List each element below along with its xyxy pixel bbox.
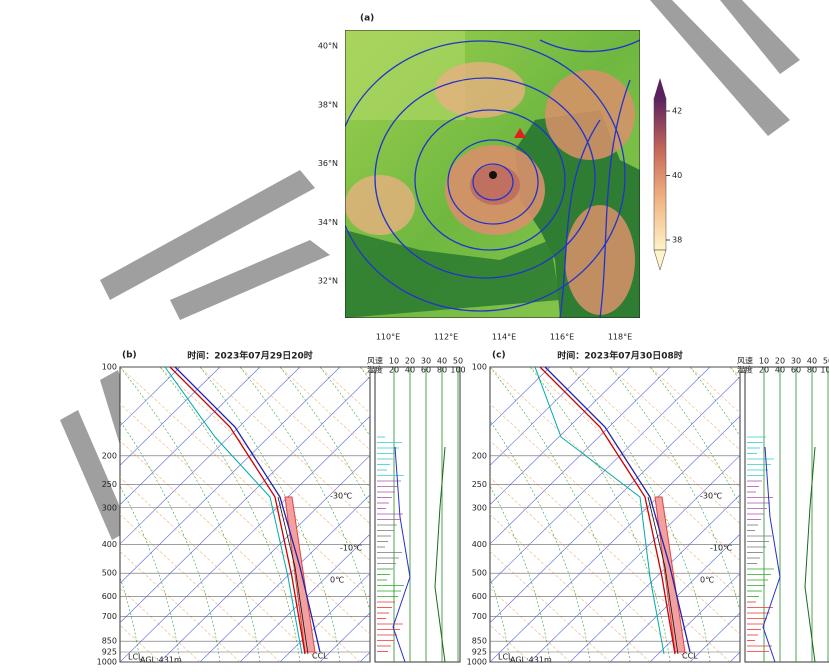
colorbar [654,78,666,270]
pressure-label: 600 [472,592,487,601]
figure: (a) 40°N 38°N 36°N 34°N 32°N 110°E 112°E 114°E 11… [0,0,829,668]
wind-tick-label: 40 [807,357,817,366]
wind-tick-label: 10 [389,357,399,366]
lon-label: 112°E [434,333,458,342]
pressure-label: 850 [102,637,117,646]
lat-label: 40°N [318,42,338,51]
humidity-tick-label: 20 [389,366,399,375]
isotherm-label: 0℃ [330,576,344,585]
colorbar-label: 40 [672,171,682,180]
lat-label: 32°N [318,277,338,286]
pressure-label: 1000 [467,658,487,667]
pressure-label: 700 [102,612,117,621]
pressure-label: 700 [472,612,487,621]
humidity-axis-title: 湿度 [737,365,753,375]
pressure-label: 200 [102,451,117,460]
wind-axis-title: 风速 [737,357,753,366]
humidity-tick-label: 60 [421,366,431,375]
humidity-tick-label: 20 [759,366,769,375]
pressure-label: 500 [102,569,117,578]
wind-tick-label: 20 [775,357,785,366]
pressure-label: 100 [102,363,117,372]
humidity-tick-label: 100 [450,366,465,375]
isotherm-label: -30℃ [330,492,352,501]
lat-label: 36°N [318,159,338,168]
colorbar-label: 38 [672,236,682,245]
panel-label: (b) [122,351,137,361]
wind-tick-label: 30 [421,357,431,366]
pressure-label: 400 [472,540,487,549]
pressure-label: 1000 [97,658,117,667]
ccl-label: CCL [682,652,698,661]
isotherm-label: -10℃ [710,544,732,553]
profile-frame [745,367,829,662]
humidity-tick-label: 60 [791,366,801,375]
profile-panel: 风速湿度102030405020406080100 [737,357,829,663]
pressure-label: 600 [102,592,117,601]
colorbar-label: 42 [672,107,682,116]
pressure-label: 100 [472,363,487,372]
panel-label: (a) [360,14,374,24]
lat-label: 34°N [318,218,338,227]
profile-frame [375,367,460,662]
moist-adiabat [0,367,20,662]
moist-adiabat [0,367,60,662]
panel-label: (c) [492,351,506,361]
humidity-tick-label: 40 [775,366,785,375]
lon-label: 116°E [550,333,574,342]
ccl-label: CCL [312,652,328,661]
isotherm-label: -30℃ [700,492,722,501]
humidity-tick-label: 80 [807,366,817,375]
pressure-label: 250 [102,480,117,489]
isotherm-label: -10℃ [340,544,362,553]
agl-label: AGL:431m [510,656,552,665]
pressure-label: 300 [102,503,117,512]
lat-label: 38°N [318,100,338,109]
wind-tick-label: 30 [791,357,801,366]
dry-adiabat [0,367,80,662]
humidity-axis-title: 湿度 [367,365,383,375]
wind-axis-title: 风速 [367,357,383,366]
wind-tick-label: 50 [453,357,463,366]
lon-label: 118°E [608,333,632,342]
isotherm-label: 0℃ [700,576,714,585]
lon-label: 110°E [376,333,400,342]
pressure-label: 850 [472,637,487,646]
wind-tick-label: 10 [759,357,769,366]
pressure-label: 200 [472,451,487,460]
agl-label: AGL:431m [140,656,182,665]
pressure-label: 925 [472,648,487,657]
lon-label: 114°E [492,333,516,342]
pressure-label: 400 [102,540,117,549]
panel-title: 时间：2023年07月30日08时 [557,350,683,362]
wind-tick-label: 20 [405,357,415,366]
pressure-label: 500 [472,569,487,578]
pressure-label: 925 [102,648,117,657]
panel-title: 时间：2023年07月29日20时 [187,350,313,362]
pressure-label: 300 [472,503,487,512]
pressure-label: 250 [472,480,487,489]
map [335,30,640,318]
humidity-tick-label: 80 [437,366,447,375]
humidity-tick-label: 40 [405,366,415,375]
humidity-tick-label: 100 [820,366,829,375]
wind-tick-label: 40 [437,357,447,366]
moist-adiabat [0,367,100,662]
wind-tick-label: 50 [823,357,829,366]
